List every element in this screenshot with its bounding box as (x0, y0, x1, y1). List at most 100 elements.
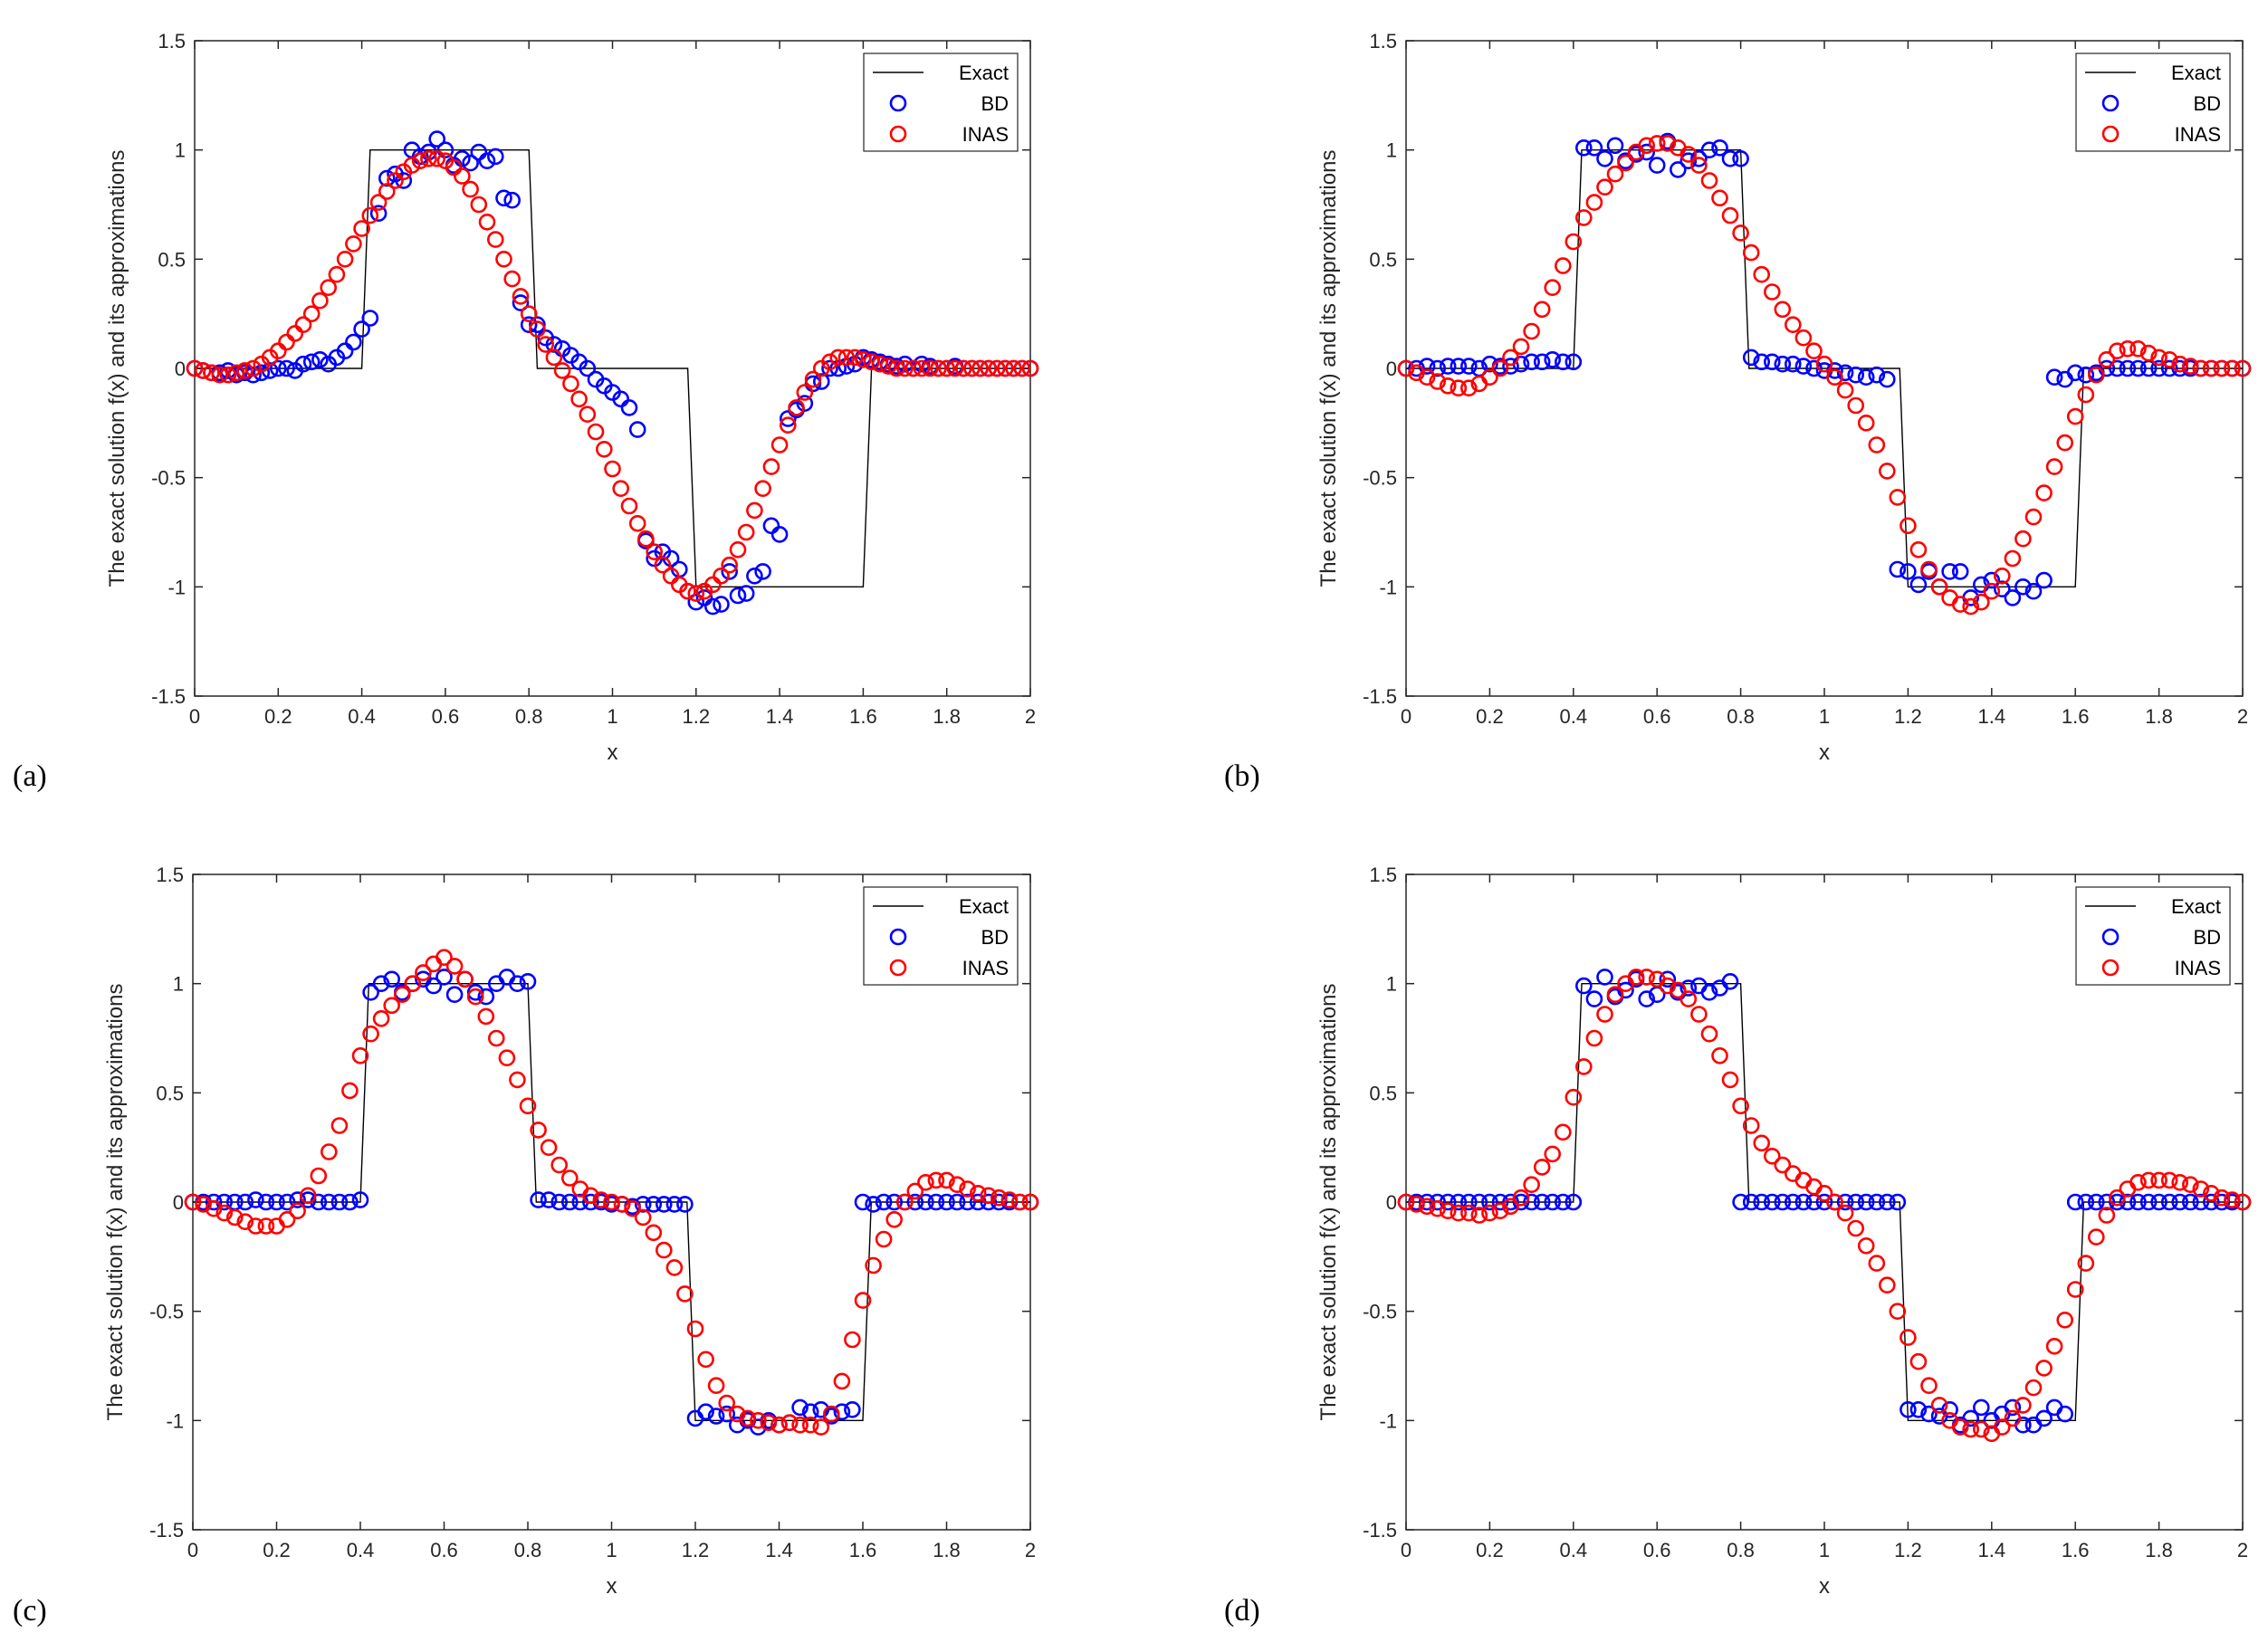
inas-point (595, 440, 613, 458)
y-tick-label: 0.5 (156, 1082, 184, 1104)
inas-point (1565, 233, 1583, 251)
bd-point (1481, 355, 1498, 373)
bd-point (470, 143, 488, 161)
inas-point (545, 348, 563, 367)
bd-point (579, 359, 597, 377)
inas-point (746, 501, 763, 520)
bd-point (746, 567, 763, 585)
x-axis-label: x (1819, 740, 1830, 765)
bd-point (2014, 578, 2032, 596)
bd-point (628, 421, 646, 438)
inas-point (244, 359, 262, 377)
inas-point (1439, 377, 1457, 395)
legend-swatch-bd (2101, 928, 2120, 946)
bd-point (1764, 1193, 1781, 1211)
inas-point (1857, 1237, 1875, 1255)
inas-point (345, 235, 362, 253)
inas-point (1815, 355, 1833, 373)
bd-point (854, 1193, 872, 1211)
inas-point (592, 1191, 610, 1208)
bd-point (1732, 150, 1749, 167)
inas-point (2213, 1189, 2231, 1207)
bd-point (236, 1193, 254, 1211)
inas-point (562, 375, 579, 393)
inas-point (2129, 1174, 2147, 1191)
bd-point (253, 364, 271, 382)
inas-point (770, 436, 789, 453)
inas-point (1847, 396, 1864, 415)
bd-point (1460, 358, 1478, 375)
y-tick-label: 0.5 (1369, 248, 1397, 271)
inas-point (687, 585, 705, 602)
inas-point (750, 1412, 767, 1429)
bd-point (821, 359, 838, 377)
inas-point (2109, 1189, 2126, 1207)
y-tick-label: -0.5 (1363, 467, 1397, 490)
bd-point (2056, 1405, 2073, 1423)
bd-point (302, 353, 321, 371)
y-tick-label: 0 (1386, 358, 1397, 380)
bd-point (1596, 150, 1613, 167)
y-tick-label: -1 (167, 576, 186, 598)
bd-point (620, 399, 638, 416)
y-axis-label: The exact solution f(x) and its approxim… (103, 984, 128, 1421)
inas-point (1533, 301, 1551, 319)
inas-point (1764, 283, 1781, 301)
inas-point (1575, 209, 1593, 226)
inas-point (739, 1409, 757, 1427)
inas-point (854, 1292, 872, 1309)
bd-point (1533, 353, 1551, 371)
bd-point (1983, 571, 2001, 589)
bd-point (612, 390, 630, 408)
inas-point (278, 1211, 296, 1228)
bd-point (294, 355, 312, 373)
inas-point (1512, 338, 1530, 356)
inas-point (310, 1167, 328, 1185)
bd-point (336, 342, 354, 360)
bd-point (1429, 1193, 1446, 1211)
x-tick-label: 0.6 (430, 1539, 458, 1561)
bd-point (1836, 364, 1854, 382)
legend-box (2075, 53, 2231, 152)
inas-point (1826, 1193, 1843, 1211)
series-exact (1406, 148, 2243, 587)
inas-point (2004, 1409, 2022, 1427)
inas-point (1659, 135, 1677, 152)
x-tick-label: 0 (1401, 705, 1412, 728)
inas-point (1930, 578, 1948, 596)
bd-point (411, 148, 429, 166)
inas-point (938, 359, 955, 377)
bd-point (1920, 1405, 1938, 1423)
inas-point (1585, 194, 1603, 211)
bd-point (837, 358, 856, 375)
inas-point (837, 348, 856, 367)
inas-point (289, 1202, 306, 1219)
inas-point (2182, 358, 2199, 375)
bd-point (1429, 359, 1446, 377)
inas-point (445, 958, 464, 975)
inas-point (844, 1331, 861, 1349)
bd-point (1523, 353, 1540, 371)
bd-point (1815, 1193, 1833, 1211)
inas-point (294, 316, 312, 334)
inas-point (1973, 1420, 1990, 1438)
y-tick-label: -0.5 (151, 467, 186, 490)
bd-point (1544, 350, 1561, 368)
inas-point (2066, 407, 2084, 425)
inas-point (1397, 1193, 1415, 1211)
inas-point (963, 359, 981, 377)
exact-line (1406, 982, 2243, 1422)
bd-point (1879, 1193, 1896, 1211)
inas-point (1711, 189, 1728, 207)
inas-point (879, 358, 897, 375)
bd-point (462, 154, 479, 172)
inas-point (1429, 1199, 1446, 1217)
bd-point (2171, 359, 2188, 377)
inas-point (486, 231, 504, 248)
inas-point (369, 194, 388, 211)
inas-point (2088, 366, 2105, 384)
inas-point (904, 359, 923, 377)
bd-point (707, 1408, 725, 1425)
series-inas (184, 949, 1039, 1436)
